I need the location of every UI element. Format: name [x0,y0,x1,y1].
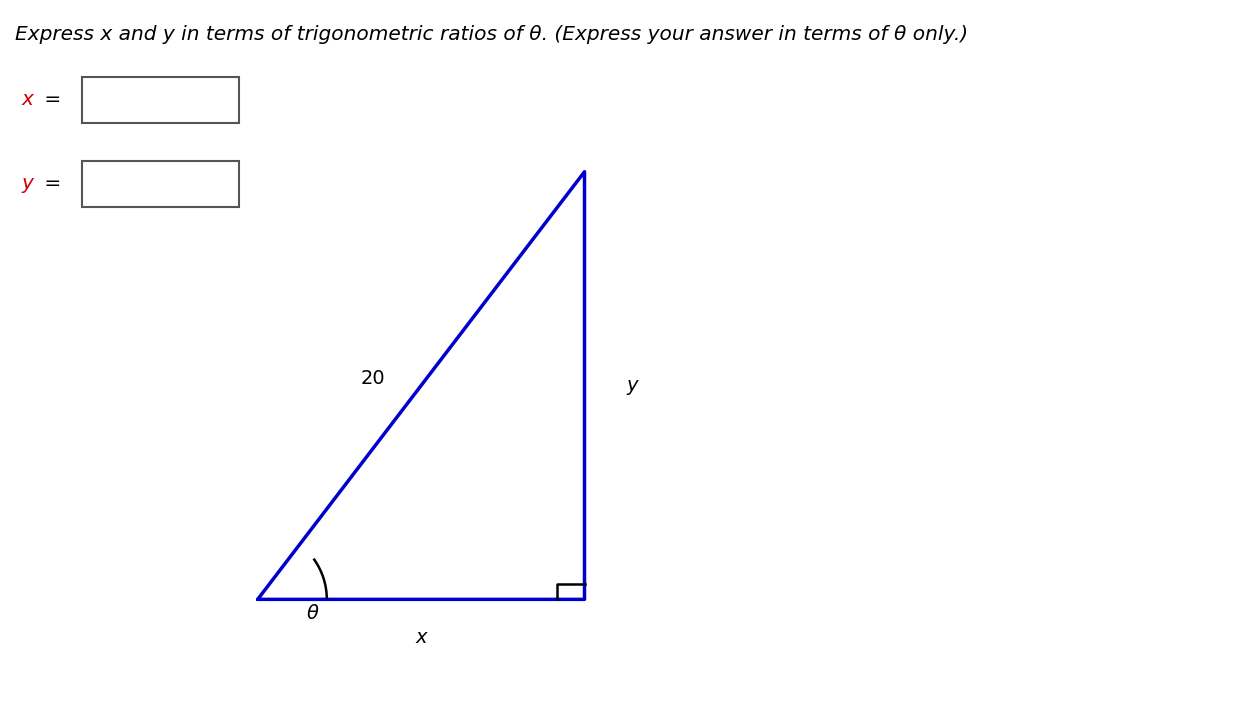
Text: y: y [21,174,33,193]
Text: x: x [21,90,33,109]
Bar [82,161,239,207]
Text: θ: θ [307,604,319,623]
Text: 20: 20 [361,369,386,388]
Text: =: = [38,174,60,193]
Text: =: = [38,90,60,109]
Text: x: x [415,628,427,648]
Bar [82,77,239,123]
Text: Express x and y in terms of trigonometric ratios of θ. (Express your answer in t: Express x and y in terms of trigonometri… [15,25,968,43]
Text: y: y [626,376,639,395]
